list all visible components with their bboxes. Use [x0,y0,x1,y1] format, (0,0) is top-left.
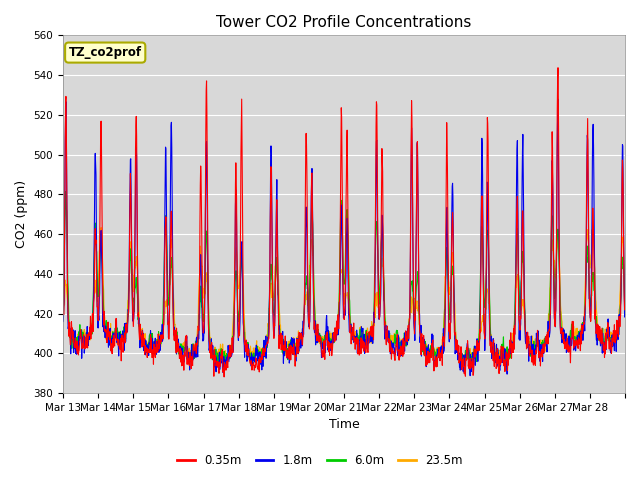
1.8m [467,373,474,379]
1.8m [614,327,622,333]
0.35m [477,279,484,285]
0.35m [319,348,327,354]
Line: 1.8m: 1.8m [63,99,625,376]
1.8m [554,96,562,102]
Line: 6.0m: 6.0m [63,192,625,367]
6.0m [477,241,485,247]
1.8m [477,260,484,266]
23.5m [559,326,567,332]
6.0m [147,337,155,343]
1.8m [559,338,567,344]
1.8m [621,313,629,319]
0.35m [220,374,228,380]
Y-axis label: CO2 (ppm): CO2 (ppm) [15,180,28,248]
23.5m [319,334,326,339]
6.0m [221,364,229,370]
6.0m [59,312,67,317]
Line: 0.35m: 0.35m [63,68,625,377]
1.8m [147,335,155,340]
6.0m [559,335,567,341]
6.0m [319,343,327,348]
23.5m [59,318,67,324]
Legend: 0.35m, 1.8m, 6.0m, 23.5m: 0.35m, 1.8m, 6.0m, 23.5m [172,449,468,472]
23.5m [614,327,622,333]
0.35m [614,334,622,339]
1.8m [319,345,326,351]
23.5m [147,331,155,337]
0.35m [330,330,337,336]
Line: 23.5m: 23.5m [63,220,625,366]
0.35m [59,312,67,318]
X-axis label: Time: Time [328,419,360,432]
0.35m [147,349,155,355]
1.8m [330,340,337,346]
1.8m [59,319,67,324]
23.5m [589,217,596,223]
6.0m [330,340,338,346]
Title: Tower CO2 Profile Concentrations: Tower CO2 Profile Concentrations [216,15,472,30]
23.5m [621,291,629,297]
0.35m [621,304,629,310]
6.0m [614,330,622,336]
0.35m [554,65,562,71]
Text: TZ_co2prof: TZ_co2prof [68,46,142,59]
6.0m [61,189,69,194]
23.5m [477,324,484,330]
6.0m [621,313,629,319]
0.35m [559,329,567,335]
23.5m [459,363,467,369]
23.5m [330,331,337,337]
